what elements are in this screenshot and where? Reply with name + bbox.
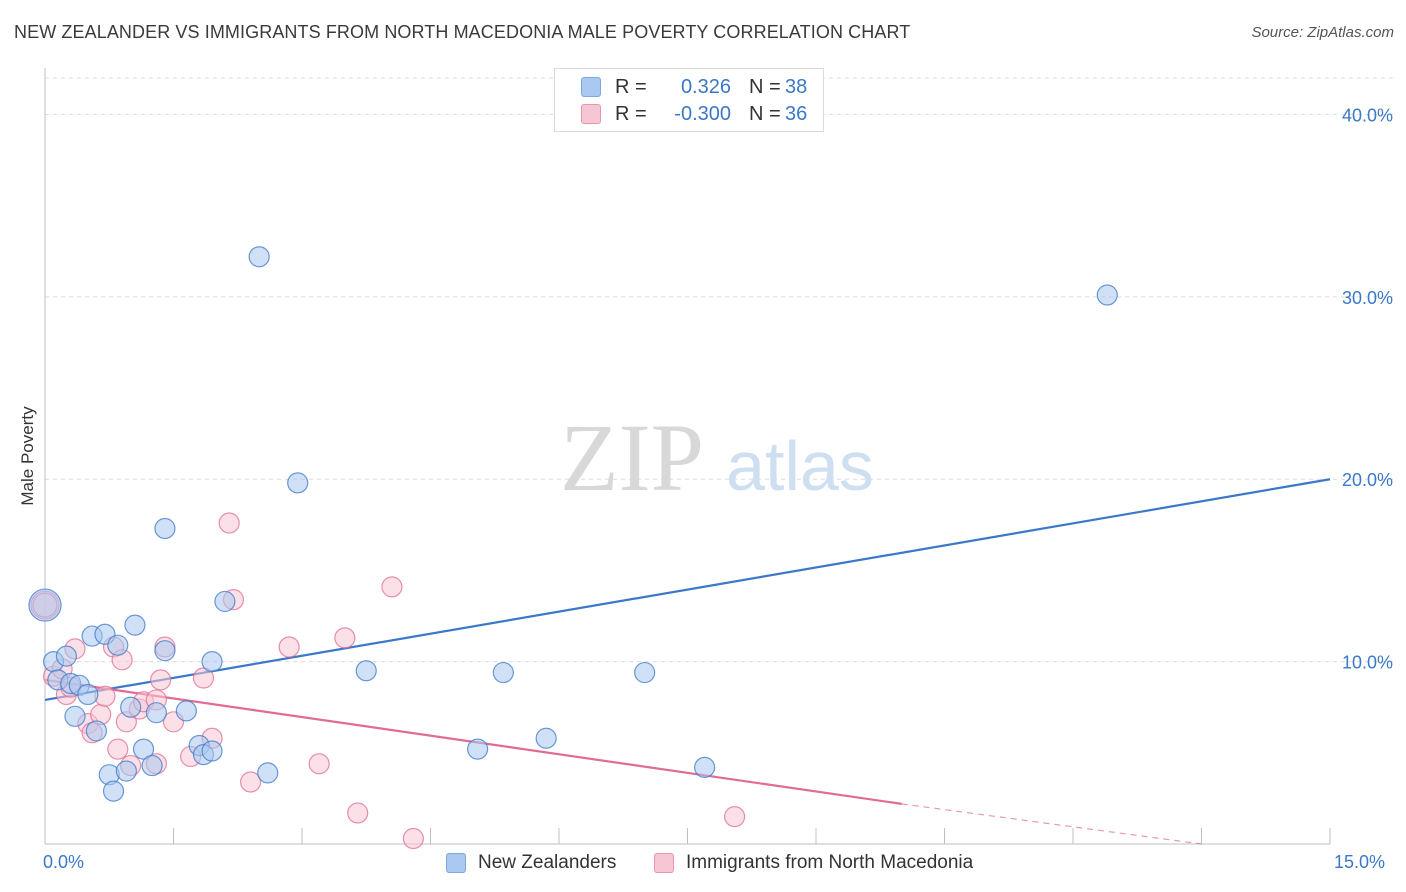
point-new-zealanders (492, 661, 514, 684)
legend-swatch-pink (581, 104, 601, 124)
legend-r-value: 0.326 (680, 75, 731, 98)
x-tick-label-min: 0.0% (43, 852, 85, 872)
point-north-macedonia (107, 738, 129, 760)
point-new-zealanders (257, 762, 279, 784)
series-legend-label: New Zealanders (478, 852, 617, 873)
point-new-zealanders (154, 640, 176, 662)
point-new-zealanders (694, 756, 716, 779)
point-new-zealanders (467, 738, 489, 760)
y-tick-label: 10.0% (1342, 653, 1393, 673)
point-new-zealanders (201, 740, 223, 762)
legend-r-label: R = (615, 75, 647, 98)
point-new-zealanders (1096, 284, 1118, 306)
point-new-zealanders (535, 727, 557, 749)
legend-swatch-blue (581, 77, 601, 97)
point-new-zealanders (287, 472, 309, 494)
point-north-macedonia (402, 827, 424, 850)
legend-row-new-zealanders: R = 0.326 N = 38 (581, 75, 807, 99)
series-swatch-pink (654, 853, 674, 873)
series-legend-item-north-macedonia: Immigrants from North Macedonia (654, 852, 973, 874)
point-north-macedonia (192, 667, 215, 689)
point-north-macedonia (218, 512, 240, 534)
point-new-zealanders (85, 720, 108, 742)
point-north-macedonia (278, 636, 300, 658)
point-new-zealanders (28, 588, 62, 622)
chart-title: NEW ZEALANDER VS IMMIGRANTS FROM NORTH M… (14, 22, 911, 42)
gridlines (45, 77, 1395, 663)
point-north-macedonia (724, 806, 746, 828)
point-new-zealanders (115, 760, 137, 782)
point-new-zealanders (634, 661, 656, 684)
trend-line-new-zealanders (44, 478, 1331, 702)
watermark: ZIP atlas (560, 404, 874, 511)
correlation-legend: R = 0.326 N = 38 R = -0.300 N = 36 (554, 68, 824, 132)
point-new-zealanders (124, 614, 146, 636)
watermark-zip: ZIP (560, 404, 704, 511)
point-new-zealanders (132, 738, 155, 760)
point-new-zealanders (154, 517, 176, 540)
y-tick-labels: 10.0% 20.0% 30.0% 40.0% (1342, 105, 1393, 672)
point-new-zealanders (248, 246, 270, 268)
y-tick-label: 40.0% (1342, 105, 1393, 125)
y-tick-label: 30.0% (1342, 288, 1393, 308)
data-points (28, 246, 1118, 850)
legend-r-value: -0.300 (674, 102, 731, 125)
point-new-zealanders (120, 696, 142, 718)
legend-n-value: 36 (785, 102, 808, 125)
series-swatch-blue (446, 853, 466, 873)
point-new-zealanders (145, 702, 167, 724)
point-new-zealanders (355, 660, 377, 682)
point-new-zealanders (77, 683, 99, 706)
point-north-macedonia (347, 802, 369, 824)
x-tick-label-max: 15.0% (1334, 852, 1386, 872)
point-north-macedonia (334, 627, 356, 649)
point-new-zealanders (55, 645, 78, 667)
series-legend-item-new-zealanders: New Zealanders (446, 852, 616, 874)
y-axis-label: Male Poverty (18, 406, 37, 506)
legend-row-north-macedonia: R = -0.300 N = 36 (581, 102, 807, 126)
point-new-zealanders (64, 705, 86, 727)
point-new-zealanders (107, 634, 129, 656)
axes (44, 68, 1331, 845)
series-legend-label: Immigrants from North Macedonia (686, 852, 974, 873)
legend-n-label: N = (749, 102, 781, 125)
point-north-macedonia (381, 576, 403, 598)
legend-r-label: R = (615, 102, 647, 125)
source-label: Source: ZipAtlas.com (1251, 24, 1394, 41)
point-new-zealanders (102, 780, 125, 802)
point-north-macedonia (150, 669, 172, 691)
point-new-zealanders (175, 700, 197, 722)
legend-n-value: 38 (785, 75, 808, 98)
series-legend: New Zealanders Immigrants from North Mac… (0, 852, 1406, 878)
point-new-zealanders (141, 754, 163, 777)
point-new-zealanders (214, 590, 236, 613)
legend-n-label: N = (749, 75, 781, 98)
point-new-zealanders (201, 651, 223, 673)
point-north-macedonia (308, 753, 330, 775)
point-north-macedonia (240, 771, 262, 793)
trend-line-extension (901, 803, 1202, 845)
watermark-atlas: atlas (726, 427, 874, 505)
y-tick-label: 20.0% (1342, 470, 1393, 490)
